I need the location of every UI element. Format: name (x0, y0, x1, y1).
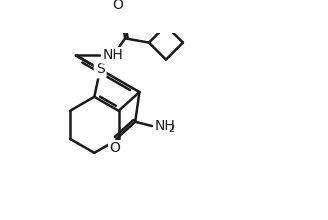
Text: O: O (112, 0, 123, 12)
Text: NH: NH (155, 119, 175, 133)
Text: O: O (109, 141, 120, 155)
Text: NH: NH (102, 48, 123, 62)
Text: S: S (96, 62, 105, 76)
Text: 2: 2 (168, 124, 174, 134)
